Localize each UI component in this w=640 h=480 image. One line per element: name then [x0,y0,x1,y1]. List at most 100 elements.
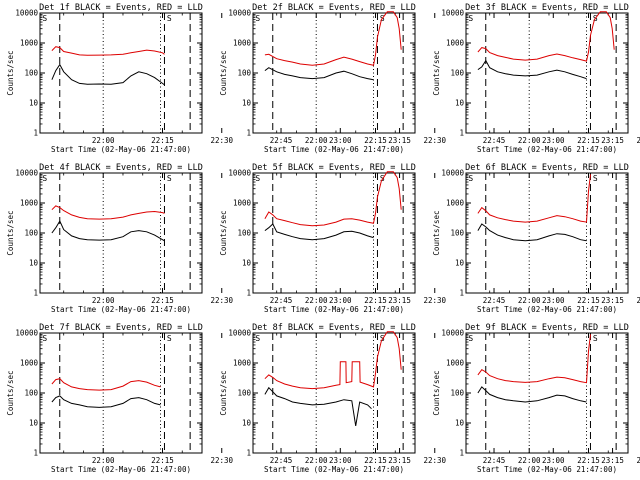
y-tick-label: 1000 [20,359,39,368]
y-tick-label: 100 [237,389,251,398]
corner-tag: S [42,174,47,183]
x-tick-label: 22:30 [210,296,233,305]
x-tick-label: 22:45 [483,136,506,145]
y-tick-label: 100 [24,229,38,238]
x-tick-label: 22:15 [577,136,600,145]
y-tick-label: 10 [242,259,252,268]
panel-3: Det 3f BLACK = Events, RED = LLD 1 10 100 10… [432,3,640,154]
plot-title: Det 9f BLACK = Events, RED = LLD [465,323,629,333]
y-tick-label: 10000 [15,9,38,18]
y-tick-label: 10000 [441,9,464,18]
series-events-line [51,395,161,408]
corner-tag: S [468,14,473,23]
corner-tag: S [593,174,598,183]
plot-title: Det 4f BLACK = Events, RED = LLD [39,163,203,173]
plot-title: Det 1f BLACK = Events, RED = LLD [39,3,203,13]
corner-tag: S [255,14,260,23]
y-tick-label: 1000 [233,199,252,208]
x-tick-label: 22:45 [483,296,506,305]
y-tick-label: 10000 [228,9,251,18]
plot-frame [465,332,629,454]
y-tick-label: 10 [29,259,39,268]
y-axis-label: Counts/sec [219,50,228,95]
y-tick-label: 1000 [20,199,39,208]
y-tick-label: 1 [246,449,251,458]
x-tick-label: 23:00 [542,456,565,465]
plot-title: Det 7f BLACK = Events, RED = LLD [39,323,203,333]
x-tick-label: 22:45 [270,456,293,465]
panel-8: Det 8f BLACK = Events, RED = LLD 1 10 100 10… [219,323,624,474]
x-tick-label: 22:00 [518,136,541,145]
panel-9: Det 9f BLACK = Events, RED = LLD 1 10 100 10… [432,323,640,474]
plot-frame [465,12,629,134]
series-lld-line [51,205,165,220]
x-axis-label: Start Time (02-May-06 21:47:00) [264,305,404,314]
series-lld-line [264,331,402,390]
plot-title: Det 8f BLACK = Events, RED = LLD [252,323,416,333]
x-tick-label: 22:15 [151,296,174,305]
x-tick-label: 22:15 [364,296,387,305]
x-axis-label: Start Time (02-May-06 21:47:00) [264,465,404,474]
x-tick-label: 22:00 [305,136,328,145]
x-tick-label: 22:00 [92,456,115,465]
y-axis-label: Counts/sec [432,50,441,95]
x-tick-label: 23:15 [601,456,624,465]
series-lld-line [264,171,402,227]
x-tick-label: 23:15 [388,296,411,305]
y-axis-label: Counts/sec [219,210,228,255]
corner-tag: S [167,14,172,23]
y-axis-label: Counts/sec [432,210,441,255]
x-axis-label: Start Time (02-May-06 21:47:00) [264,145,404,154]
corner-tag: S [593,334,598,343]
plot-title: Det 6f BLACK = Events, RED = LLD [465,163,629,173]
x-tick-label: 22:30 [210,456,233,465]
y-tick-label: 1000 [446,39,465,48]
y-tick-label: 1 [33,129,38,138]
x-tick-label: 22:15 [151,136,174,145]
x-tick-label: 22:00 [305,456,328,465]
y-tick-label: 1 [459,449,464,458]
plot-frame [252,12,416,134]
y-tick-label: 1000 [20,39,39,48]
x-tick-label: 22:45 [483,456,506,465]
panel-5: Det 5f BLACK = Events, RED = LLD 1 10 100 10… [219,163,624,314]
y-tick-label: 1 [246,129,251,138]
y-tick-label: 10 [242,99,252,108]
y-tick-label: 10000 [228,329,251,338]
panel-7: Det 7f BLACK = Events, RED = LLD 1 10 100 10… [6,323,411,474]
x-tick-label: 22:00 [518,456,541,465]
x-tick-label: 22:15 [577,456,600,465]
x-tick-label: 22:30 [636,136,640,145]
y-tick-label: 10000 [228,169,251,178]
y-tick-label: 10 [29,419,39,428]
y-tick-label: 100 [24,389,38,398]
series-events-line [264,386,372,426]
y-tick-label: 10 [455,419,465,428]
x-tick-label: 23:00 [329,456,352,465]
x-axis-label: Start Time (02-May-06 21:47:00) [477,145,617,154]
x-tick-label: 22:45 [270,136,293,145]
y-tick-label: 1 [459,129,464,138]
x-tick-label: 22:30 [423,136,446,145]
x-tick-label: 22:15 [364,456,387,465]
panel-4: Det 4f BLACK = Events, RED = LLD 1 10 100 10… [6,163,411,314]
y-tick-label: 10 [455,259,465,268]
x-tick-label: 22:30 [423,456,446,465]
panel-2: Det 2f BLACK = Events, RED = LLD 1 10 100 10… [219,3,624,154]
series-events-line [477,59,587,80]
corner-tag: S [468,334,473,343]
y-tick-label: 100 [450,69,464,78]
x-tick-label: 22:15 [577,296,600,305]
y-tick-label: 100 [237,229,251,238]
y-tick-label: 1000 [233,359,252,368]
x-axis-label: Start Time (02-May-06 21:47:00) [477,305,617,314]
y-tick-label: 1000 [233,39,252,48]
series-lld-line [51,378,161,391]
x-tick-label: 22:00 [92,296,115,305]
plot-title: Det 5f BLACK = Events, RED = LLD [252,163,416,173]
y-tick-label: 10000 [15,169,38,178]
plot-title: Det 2f BLACK = Events, RED = LLD [252,3,416,13]
y-tick-label: 10000 [441,329,464,338]
y-tick-label: 1000 [446,199,465,208]
